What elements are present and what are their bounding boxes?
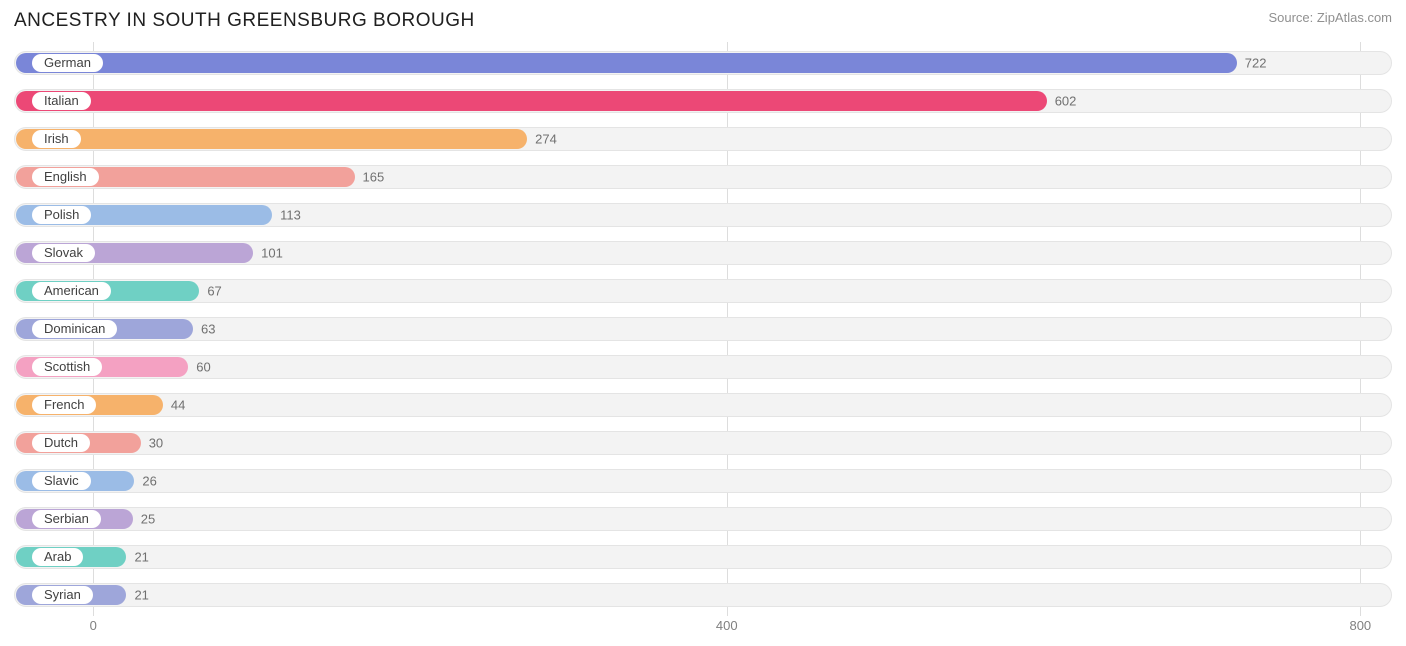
bar-value-label: 722 xyxy=(1245,56,1267,71)
bar-category-label: Syrian xyxy=(32,586,93,604)
bar-fill xyxy=(16,91,1047,111)
bar-value-label: 101 xyxy=(261,246,283,261)
bar-value-label: 274 xyxy=(535,132,557,147)
bar-row: Dutch 30 xyxy=(14,426,1392,460)
bar-category-label: Scottish xyxy=(32,358,102,376)
bar-track xyxy=(14,355,1392,379)
bar-value-label: 67 xyxy=(207,284,221,299)
bar-category-label: Dominican xyxy=(32,320,117,338)
bar-category-label: French xyxy=(32,396,96,414)
x-axis: 0 400 800 xyxy=(14,616,1392,638)
chart-title: ANCESTRY IN SOUTH GREENSBURG BOROUGH xyxy=(14,10,475,32)
bar-category-label: Slovak xyxy=(32,244,95,262)
bar-track xyxy=(14,507,1392,531)
bar-row: English 165 xyxy=(14,160,1392,194)
chart-header: ANCESTRY IN SOUTH GREENSBURG BOROUGH Sou… xyxy=(14,10,1392,32)
bar-row: Arab 21 xyxy=(14,540,1392,574)
bar-track xyxy=(14,545,1392,569)
bar-value-label: 165 xyxy=(363,170,385,185)
bar-value-label: 113 xyxy=(280,208,301,223)
bar-row: Syrian 21 xyxy=(14,578,1392,612)
bar-row: Italian 602 xyxy=(14,84,1392,118)
bar-category-label: Italian xyxy=(32,92,91,110)
plot-area: German 722 Italian 602 Irish 274 English 165 Pol… xyxy=(14,46,1392,638)
bar-row: Dominican 63 xyxy=(14,312,1392,346)
bar-fill xyxy=(16,53,1237,73)
bar-value-label: 26 xyxy=(142,474,156,489)
bar-value-label: 44 xyxy=(171,398,185,413)
bar-category-label: English xyxy=(32,168,99,186)
bar-track xyxy=(14,583,1392,607)
bar-row: French 44 xyxy=(14,388,1392,422)
bar-row: Slovak 101 xyxy=(14,236,1392,270)
bar-value-label: 30 xyxy=(149,436,163,451)
ancestry-chart: ANCESTRY IN SOUTH GREENSBURG BOROUGH Sou… xyxy=(0,0,1406,646)
x-tick-label: 400 xyxy=(716,618,738,633)
bar-category-label: Serbian xyxy=(32,510,101,528)
bar-category-label: Polish xyxy=(32,206,91,224)
bar-row: Slavic 26 xyxy=(14,464,1392,498)
bar-row: Scottish 60 xyxy=(14,350,1392,384)
bar-row: Polish 113 xyxy=(14,198,1392,232)
bar-category-label: Irish xyxy=(32,130,81,148)
bar-row: Serbian 25 xyxy=(14,502,1392,536)
bar-category-label: Slavic xyxy=(32,472,91,490)
bar-category-label: German xyxy=(32,54,103,72)
chart-source: Source: ZipAtlas.com xyxy=(1268,10,1392,25)
bar-category-label: American xyxy=(32,282,111,300)
bar-row: Irish 274 xyxy=(14,122,1392,156)
bar-track xyxy=(14,317,1392,341)
x-tick-label: 800 xyxy=(1349,618,1371,633)
bar-value-label: 63 xyxy=(201,322,215,337)
bars-container: German 722 Italian 602 Irish 274 English 165 Pol… xyxy=(14,46,1392,612)
bar-category-label: Dutch xyxy=(32,434,90,452)
bar-track xyxy=(14,393,1392,417)
bar-value-label: 21 xyxy=(134,588,148,603)
bar-value-label: 602 xyxy=(1055,94,1077,109)
bar-value-label: 21 xyxy=(134,550,148,565)
bar-row: German 722 xyxy=(14,46,1392,80)
bar-category-label: Arab xyxy=(32,548,83,566)
bar-row: American 67 xyxy=(14,274,1392,308)
bar-track xyxy=(14,431,1392,455)
bar-fill xyxy=(16,129,527,149)
bar-value-label: 60 xyxy=(196,360,210,375)
x-tick-label: 0 xyxy=(90,618,97,633)
bar-value-label: 25 xyxy=(141,512,155,527)
bar-track xyxy=(14,469,1392,493)
